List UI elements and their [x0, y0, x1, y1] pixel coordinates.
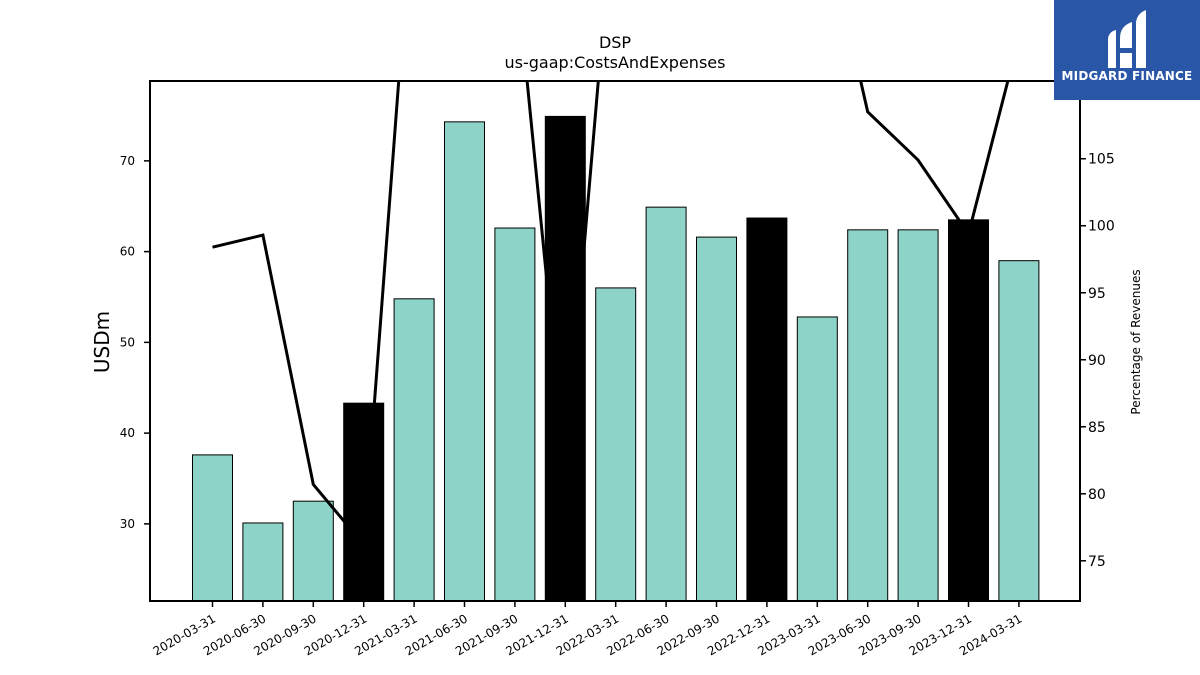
bar-2020-03-31 [192, 454, 233, 602]
y2-tick-label-75: 75 [1088, 554, 1106, 570]
bar-2024-03-31 [998, 260, 1040, 602]
y2-tick-label-100: 100 [1088, 219, 1115, 235]
y2-tick-label-85: 85 [1088, 420, 1106, 436]
bar-2023-06-30 [847, 229, 889, 602]
bar-2023-12-31 [948, 219, 989, 602]
y-axis-label: USDm [90, 311, 114, 373]
y-tick-label-60: 60 [120, 245, 135, 259]
bar-2023-03-31 [796, 316, 838, 602]
y-tick-label-50: 50 [120, 335, 135, 349]
y2-tick-label-90: 90 [1088, 353, 1106, 369]
midgard-logo-icon [1108, 10, 1146, 68]
y-tick-label-70: 70 [120, 154, 135, 168]
bar-2023-09-30 [897, 229, 939, 602]
chart-title: DSP [599, 33, 631, 52]
bar-2022-09-30 [696, 236, 737, 602]
y2-tick-label-105: 105 [1088, 152, 1115, 168]
bar-2020-12-31 [343, 402, 385, 602]
bar-2021-12-31 [544, 115, 586, 602]
bars-group [192, 115, 1040, 602]
y2-tick-label-95: 95 [1088, 286, 1106, 302]
y2-axis-label: Percentage of Revenues [1129, 269, 1143, 414]
bar-2022-06-30 [645, 206, 687, 602]
logo-name: MIDGARD FINANCE [1061, 69, 1193, 83]
y-tick-label-30: 30 [120, 517, 135, 531]
bar-2020-09-30 [292, 500, 334, 602]
bar-2020-06-30 [242, 522, 284, 602]
y-tick-label-40: 40 [120, 426, 135, 440]
bar-2021-09-30 [494, 227, 536, 602]
percentage-line [212, 81, 1010, 549]
bar-2022-12-31 [746, 217, 788, 602]
bar-2021-06-30 [444, 121, 485, 602]
brand-logo: MIDGARD FINANCE [1054, 0, 1200, 100]
bar-2021-03-31 [393, 298, 435, 602]
percentage-line-group [212, 81, 1010, 549]
chart-subtitle: us-gaap:CostsAndExpenses [505, 53, 726, 72]
y2-tick-label-80: 80 [1088, 487, 1106, 503]
bar-2022-03-31 [595, 287, 637, 602]
